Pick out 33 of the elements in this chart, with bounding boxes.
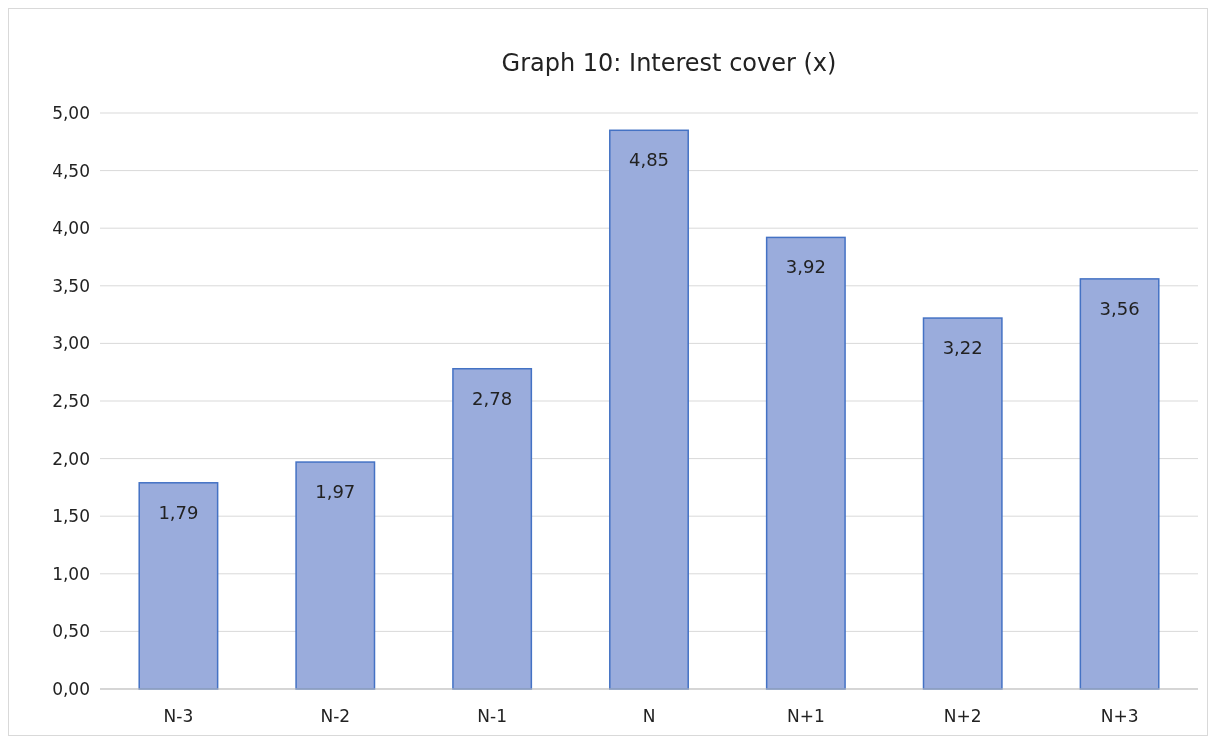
y-tick-label: 3,00 bbox=[52, 333, 90, 354]
x-tick-label: N bbox=[642, 706, 656, 726]
y-tick-label: 3,50 bbox=[52, 275, 90, 296]
bar bbox=[922, 317, 1003, 690]
data-label: 3,92 bbox=[785, 256, 826, 278]
bar bbox=[609, 129, 689, 690]
data-label: 2,78 bbox=[472, 387, 513, 409]
data-label: 1,97 bbox=[315, 481, 356, 503]
data-label: 4,85 bbox=[628, 149, 670, 171]
data-label: 3,22 bbox=[942, 337, 983, 359]
chart-title: Graph 10: Interest cover (x) bbox=[501, 49, 837, 77]
x-tick-label: N+2 bbox=[943, 706, 982, 726]
data-label: 3,56 bbox=[1099, 297, 1140, 319]
x-tick-label: N-2 bbox=[320, 706, 351, 726]
x-tick-label: N-3 bbox=[163, 706, 194, 726]
x-tick-label: N-1 bbox=[477, 706, 507, 726]
y-tick-label: 2,00 bbox=[52, 448, 90, 469]
bar bbox=[452, 367, 533, 690]
y-tick-label: 0,00 bbox=[52, 678, 90, 699]
y-tick-label: 0,50 bbox=[52, 621, 90, 642]
bar bbox=[138, 482, 219, 690]
y-tick-label: 1,00 bbox=[52, 563, 90, 584]
x-tick-label: N+1 bbox=[786, 706, 825, 726]
y-tick-label: 2,50 bbox=[52, 390, 90, 411]
data-label: 1,79 bbox=[158, 501, 199, 523]
y-tick-label: 1,50 bbox=[52, 506, 90, 527]
bar bbox=[295, 461, 376, 690]
y-tick-label: 4,00 bbox=[52, 218, 90, 239]
y-tick-label: 5,00 bbox=[52, 102, 90, 123]
bar bbox=[765, 236, 846, 690]
x-tick-label: N+3 bbox=[1100, 706, 1139, 726]
y-tick-label: 4,50 bbox=[52, 160, 90, 181]
bar bbox=[1079, 278, 1160, 690]
